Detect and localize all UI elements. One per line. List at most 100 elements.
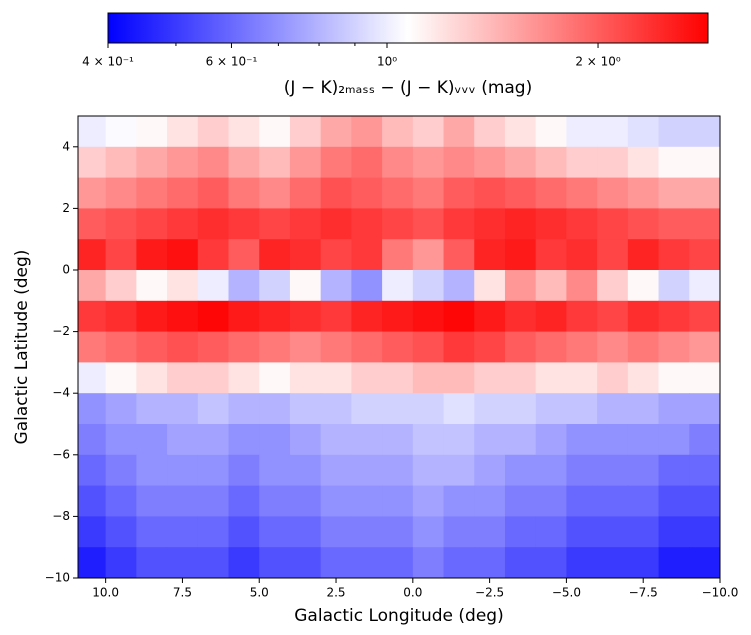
axes-frame: [77, 115, 721, 579]
heatmap-cell: [382, 362, 414, 394]
heatmap-cell: [627, 270, 660, 302]
heatmap-cell: [228, 239, 260, 271]
heatmap-cell: [351, 300, 383, 333]
heatmap-cell: [504, 454, 537, 487]
heatmap-cell: [474, 331, 506, 363]
heatmap-cell: [167, 208, 199, 240]
heatmap-cell: [136, 239, 168, 271]
heatmap-cell: [566, 239, 598, 271]
heatmap-cell: [228, 177, 260, 209]
heatmap-cell: [566, 116, 598, 148]
heatmap-cell: [197, 424, 230, 456]
heatmap-cell: [566, 300, 598, 333]
heatmap-cell: [197, 270, 230, 302]
heatmap-cell: [105, 239, 137, 271]
x-tick-label: 5.0: [250, 586, 269, 600]
heatmap-cell: [289, 454, 322, 487]
heatmap-cell: [504, 485, 537, 517]
heatmap-cell: [443, 116, 475, 148]
heatmap-cell: [412, 208, 445, 240]
heatmap-cell: [504, 116, 537, 148]
heatmap-cell: [289, 424, 322, 456]
heatmap-cell: [689, 454, 720, 487]
heatmap-cell: [535, 485, 567, 517]
heatmap-cell: [167, 485, 199, 517]
heatmap-cell: [136, 146, 168, 179]
heatmap: [78, 116, 720, 578]
heatmap-cell: [689, 362, 720, 394]
heatmap-cell: [136, 300, 168, 333]
heatmap-cell: [443, 300, 475, 333]
heatmap-cell: [228, 485, 260, 517]
heatmap-cell: [627, 362, 660, 394]
heatmap-cell: [412, 362, 445, 394]
heatmap-cell: [228, 547, 260, 578]
heatmap-cell: [228, 454, 260, 487]
heatmap-cell: [382, 146, 414, 179]
heatmap-cell: [566, 362, 598, 394]
y-tick-label: −4: [52, 386, 70, 400]
heatmap-cell: [136, 485, 168, 517]
heatmap-cell: [78, 300, 107, 333]
heatmap-cell: [259, 177, 291, 209]
heatmap-cell: [105, 547, 137, 578]
heatmap-cell: [105, 424, 137, 456]
heatmap-cell: [566, 331, 598, 363]
heatmap-cell: [566, 393, 598, 425]
heatmap-cell: [627, 177, 660, 209]
heatmap-cell: [167, 516, 199, 548]
heatmap-cell: [351, 116, 383, 148]
heatmap-cell: [197, 239, 230, 271]
heatmap-cell: [504, 208, 537, 240]
heatmap-cell: [627, 239, 660, 271]
heatmap-cell: [474, 547, 506, 578]
heatmap-cell: [259, 454, 291, 487]
x-tick-label: 0.0: [403, 586, 422, 600]
heatmap-cell: [535, 516, 567, 548]
heatmap-cell: [658, 424, 690, 456]
heatmap-cell: [504, 393, 537, 425]
heatmap-cell: [382, 239, 414, 271]
heatmap-cell: [689, 239, 720, 271]
heatmap-cell: [197, 146, 230, 179]
heatmap-cell: [351, 331, 383, 363]
heatmap-cell: [412, 177, 445, 209]
heatmap-cell: [320, 270, 352, 302]
heatmap-cell: [351, 239, 383, 271]
heatmap-cell: [566, 547, 598, 578]
heatmap-cell: [351, 393, 383, 425]
y-tick-label: −6: [52, 447, 70, 461]
heatmap-cell: [289, 362, 322, 394]
heatmap-cell: [228, 270, 260, 302]
heatmap-cell: [382, 208, 414, 240]
x-tick-label: 7.5: [173, 586, 192, 600]
heatmap-cell: [136, 516, 168, 548]
heatmap-cell: [597, 547, 629, 578]
heatmap-cell: [504, 146, 537, 179]
heatmap-cell: [627, 331, 660, 363]
heatmap-cell: [597, 300, 629, 333]
heatmap-cell: [136, 208, 168, 240]
heatmap-cell: [658, 239, 690, 271]
heatmap-cell: [627, 208, 660, 240]
heatmap-cell: [382, 547, 414, 578]
heatmap-cell: [320, 485, 352, 517]
heatmap-cell: [412, 393, 445, 425]
heatmap-cell: [289, 177, 322, 209]
heatmap-cell: [136, 424, 168, 456]
heatmap-cell: [382, 424, 414, 456]
heatmap-cell: [136, 116, 168, 148]
heatmap-cell: [78, 516, 107, 548]
heatmap-cell: [78, 424, 107, 456]
heatmap-cell: [105, 362, 137, 394]
heatmap-cell: [78, 331, 107, 363]
heatmap-cell: [443, 485, 475, 517]
heatmap-cell: [627, 300, 660, 333]
heatmap-cell: [627, 516, 660, 548]
heatmap-cell: [136, 331, 168, 363]
heatmap-cell: [504, 300, 537, 333]
heatmap-cell: [289, 239, 322, 271]
heatmap-cell: [228, 362, 260, 394]
heatmap-cell: [167, 177, 199, 209]
